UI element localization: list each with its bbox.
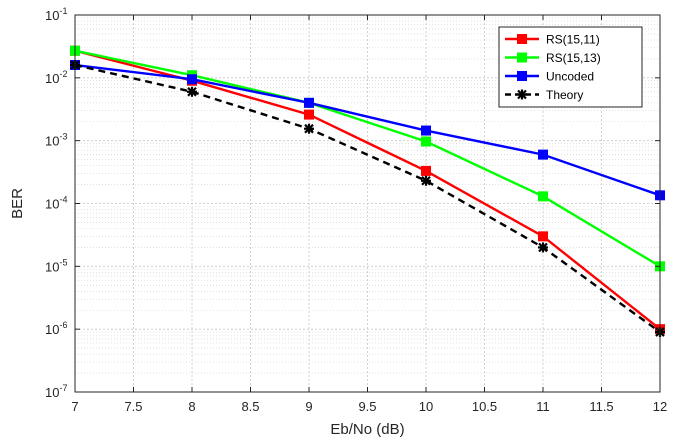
x-tick-label: 10 (419, 399, 433, 414)
legend-swatch-marker (517, 71, 527, 81)
legend: RS(15,11) RS(15,13) Uncoded Theory (498, 26, 643, 108)
y-tick-labels: 10-1 10-2 10-3 10-4 10-5 10-6 10-7 (45, 6, 67, 400)
legend-item-rs-15-13: RS(15,13) (505, 51, 601, 65)
y-tick-label: 10-1 (45, 6, 67, 23)
data-point-rs-15-13 (421, 136, 431, 147)
data-point-rs-15-11 (421, 165, 431, 176)
x-tick-label: 7.5 (124, 399, 142, 414)
y-tick-label: 10-2 (45, 69, 67, 86)
axis-ticks (74, 14, 661, 393)
theory-marker-stroke (304, 123, 314, 134)
y-axis-label: BER (9, 188, 26, 219)
data-point-theory (187, 86, 197, 97)
x-tick-label: 7 (71, 399, 78, 414)
series-line-rs-15-13 (74, 49, 661, 268)
legend-swatch-marker (517, 34, 527, 44)
series-line-uncoded (74, 63, 661, 197)
data-point-uncoded (538, 149, 548, 160)
legend-label: RS(15,11) (546, 33, 600, 47)
y-tick-label: 10-3 (45, 132, 67, 149)
x-tick-label: 9 (305, 399, 312, 414)
theory-marker-stroke (517, 89, 527, 100)
x-axis-label: Eb/No (dB) (330, 421, 404, 438)
y-tick-label: 10-4 (45, 195, 67, 212)
data-point-theory (304, 123, 314, 134)
data-point-theory (421, 175, 431, 186)
x-tick-label: 9.5 (358, 399, 376, 414)
legend-label: RS(15,13) (546, 51, 601, 65)
data-point-uncoded (304, 97, 314, 108)
x-tick-label: 11 (536, 399, 550, 414)
data-point-theory (538, 242, 548, 253)
data-point-uncoded (187, 74, 197, 85)
legend-label: Uncoded (546, 70, 594, 84)
data-point-rs-15-13 (538, 191, 548, 202)
y-tick-label: 10-6 (45, 320, 67, 337)
theory-marker-stroke (187, 86, 197, 97)
x-tick-label: 10.5 (472, 399, 497, 414)
legend-label: Theory (546, 88, 583, 102)
y-tick-label: 10-7 (45, 383, 67, 400)
legend-swatch-marker (517, 52, 527, 63)
legend-swatch-marker (517, 89, 527, 100)
series-layer (70, 45, 665, 338)
x-tick-labels: 7 7.5 8 8.5 9 9.5 10 10.5 11 11.5 12 (71, 399, 667, 414)
data-point-rs-15-11 (304, 109, 314, 120)
x-tick-label: 8.5 (241, 399, 259, 414)
data-point-uncoded (421, 125, 431, 136)
x-tick-label: 11.5 (589, 399, 613, 414)
x-tick-label: 12 (653, 399, 667, 414)
x-tick-label: 8 (188, 399, 195, 414)
legend-item-uncoded: Uncoded (505, 70, 594, 84)
legend-item-rs-15-11: RS(15,11) (505, 33, 600, 47)
y-tick-label: 10-5 (45, 257, 67, 274)
theory-marker-stroke (538, 242, 548, 253)
series-line-theory (74, 63, 661, 334)
theory-marker-stroke (421, 175, 431, 186)
data-point-rs-15-11 (538, 231, 548, 242)
legend-item-theory: Theory (505, 88, 583, 102)
